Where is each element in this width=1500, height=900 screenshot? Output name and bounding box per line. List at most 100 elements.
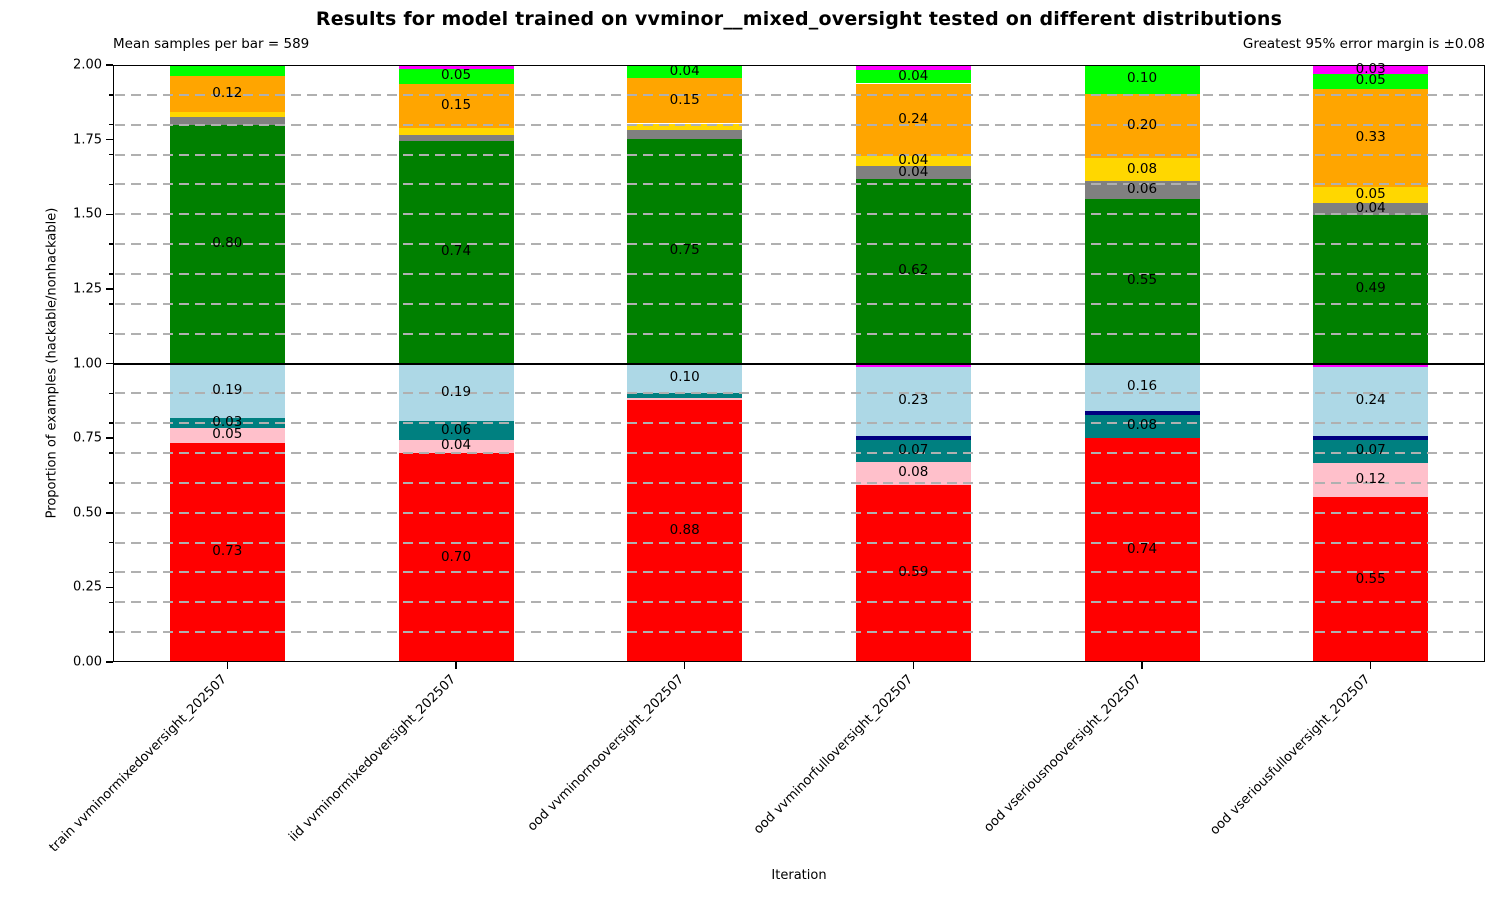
gridline (115, 511, 1483, 514)
y-tick (106, 437, 113, 439)
bar-segment-gold (1084, 158, 1200, 182)
bar-segment-teal (627, 393, 743, 399)
x-axis-title: Iteration (771, 868, 827, 883)
y-minor-tick (109, 303, 113, 305)
y-tick-label: 0.25 (73, 579, 102, 595)
y-minor-tick (109, 601, 113, 604)
bar-segment-teal (1313, 439, 1429, 463)
y-tick (106, 138, 113, 141)
bar-segment-gold (855, 155, 971, 167)
bar-segment-gray (398, 134, 514, 142)
bar-segment-red (398, 453, 514, 662)
y-minor-tick (109, 332, 113, 335)
bar-value-label: 0.74 (1126, 541, 1158, 558)
y-minor-tick (109, 153, 113, 156)
annotation-mean-samples: Mean samples per bar = 589 (113, 36, 310, 52)
bar-value-label: 0.16 (1126, 378, 1158, 395)
bar-value-label: 0.73 (212, 543, 243, 560)
bar-segment-lightblue (1084, 363, 1200, 412)
bar-segment-lime (1313, 74, 1429, 89)
y-tick (106, 586, 113, 589)
bar-value-label: 0.03 (212, 414, 243, 431)
bar-value-label: 0.05 (1355, 186, 1386, 203)
bar-value-label: 0.24 (898, 110, 929, 127)
bar-value-label: 0.10 (669, 369, 700, 386)
bar-segment-gold (169, 111, 285, 117)
bar-segment-teal (398, 421, 514, 440)
bar-segment-orange (627, 78, 743, 124)
bar-value-label: 0.04 (669, 62, 700, 79)
bar-segment-gray (627, 130, 743, 140)
bar-segment-gold (398, 127, 514, 135)
bar-segment-magenta (1313, 65, 1429, 75)
bar-value-label: 0.05 (440, 67, 472, 84)
bar-value-label: 0.74 (440, 243, 472, 260)
bar-segment-magenta (855, 363, 971, 367)
bar-segment-magenta (855, 65, 971, 71)
bar-segment-orange (1313, 88, 1429, 187)
y-tick-label: 1.50 (73, 206, 102, 222)
y-tick (106, 213, 113, 215)
bar-segment-orange (398, 83, 514, 128)
bar-value-label: 0.04 (898, 163, 929, 180)
bar-value-label: 0.19 (212, 382, 243, 399)
bar-segment-lime (1084, 65, 1200, 94)
bar-segment-lime (398, 68, 514, 84)
y-minor-tick (109, 392, 113, 395)
bar-segment-pink (627, 398, 743, 400)
bar-segment-orange (169, 75, 285, 112)
bar-segment-lime (627, 65, 743, 79)
y-tick-label: 1.75 (73, 132, 102, 148)
bar-value-label: 0.07 (898, 441, 929, 458)
bar-value-label: 0.80 (212, 235, 243, 252)
gridline (115, 153, 1483, 156)
x-tick (912, 662, 915, 669)
y-tick-label: 1.25 (73, 281, 102, 297)
gridline (115, 452, 1483, 455)
bar-value-label: 0.08 (898, 464, 929, 481)
y-tick-label: 0.00 (73, 654, 102, 670)
bar-value-label: 0.04 (898, 67, 929, 84)
bar-value-label: 0.10 (1126, 70, 1158, 87)
bar-segment-gray (1084, 181, 1200, 200)
y-minor-tick (109, 541, 113, 544)
gridline (115, 571, 1483, 574)
y-minor-tick (109, 422, 113, 424)
x-tick-label: ood vseriousfulloversight_202507 (1207, 672, 1374, 839)
x-tick-label: ood vvminorfulloversight_202507 (750, 672, 916, 838)
bar-value-label: 0.20 (1126, 117, 1158, 134)
gridline (115, 541, 1483, 544)
gridline (115, 213, 1483, 216)
bar-segment-pink (398, 439, 514, 454)
bar-segment-lime (169, 65, 285, 76)
bar-segment-red (169, 442, 285, 662)
bar-segment-pink (855, 461, 971, 485)
bar-value-label: 0.88 (669, 521, 700, 538)
y-minor-tick (109, 273, 113, 275)
bar-value-label: 0.08 (1126, 160, 1158, 177)
y-minor-tick (109, 243, 113, 245)
bar-value-label: 0.12 (212, 84, 243, 101)
bar-segment-gray (1313, 202, 1429, 216)
y-minor-tick (109, 482, 113, 484)
bar-value-label: 0.04 (440, 437, 472, 454)
y-tick (106, 362, 113, 365)
x-tick (1141, 662, 1143, 669)
y-axis-title: Proportion of examples (hackable/nonhack… (44, 207, 60, 519)
gridline (115, 332, 1483, 335)
bar-segment-green (627, 139, 743, 364)
bar-value-label: 0.04 (898, 152, 929, 169)
y-tick (106, 64, 113, 66)
bar-segment-magenta (1313, 363, 1429, 367)
bar-value-label: 0.05 (212, 426, 243, 443)
x-tick-label: ood vvminornooversight_202507 (524, 672, 688, 835)
annotation-error-margin: Greatest 95% error margin is ±0.08 (1242, 36, 1485, 52)
bar-segment-gray (855, 166, 971, 180)
reference-line (113, 362, 1485, 365)
bar-segment-navy (1084, 411, 1200, 415)
y-minor-tick (109, 452, 113, 454)
y-tick-label: 1.00 (73, 356, 102, 371)
bar-value-label: 0.55 (1126, 272, 1158, 289)
bar-segment-green (1084, 199, 1200, 364)
bar-value-label: 0.23 (898, 392, 929, 409)
